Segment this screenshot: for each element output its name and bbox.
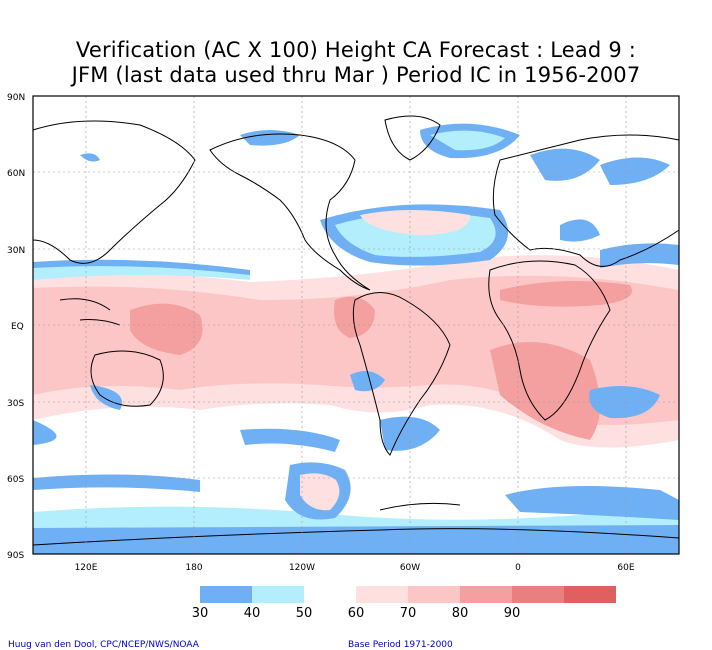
lat-label: 90N [7, 93, 25, 103]
legend-swatch [512, 586, 564, 603]
lat-label: 60S [7, 475, 24, 485]
legend-label: 80 [452, 606, 469, 620]
lon-label: 180 [185, 563, 202, 573]
lat-label: EQ [11, 322, 24, 332]
grid [33, 96, 679, 554]
lon-label: 60E [617, 563, 634, 573]
map-frame [32, 95, 680, 555]
legend-label: 70 [400, 606, 417, 620]
map-field [33, 96, 679, 554]
lon-label: 120E [75, 563, 98, 573]
author-credit: Huug van den Dool, CPC/NCEP/NWS/NOAA [8, 640, 199, 650]
map-title-line-1: Verification (AC X 100) Height CA Foreca… [75, 38, 637, 62]
legend-swatch [564, 586, 616, 603]
lon-axis: 120E 180 120W 60W 0 60E [75, 563, 635, 573]
legend-swatch [356, 586, 408, 603]
base-period-credit: Base Period 1971-2000 [348, 640, 453, 650]
lat-label: 60N [7, 169, 25, 179]
lon-label: 0 [515, 563, 521, 573]
map-title-line-2: JFM (last data used thru Mar ) Period IC… [71, 63, 641, 87]
legend-label: 50 [296, 606, 313, 620]
lat-label: 30N [7, 246, 25, 256]
legend-label: 30 [192, 606, 209, 620]
lat-label: 90S [7, 551, 24, 561]
legend-swatch [408, 586, 460, 603]
coastlines [32, 115, 680, 546]
lat-label: 30S [7, 399, 24, 409]
legend-swatch [460, 586, 512, 603]
legend-label: 40 [244, 606, 261, 620]
legend-label: 60 [348, 606, 365, 620]
color-legend: 30 40 50 60 70 80 90 [192, 586, 616, 620]
lat-axis: 90N 60N 30N EQ 30S 60S 90S [7, 93, 25, 561]
legend-swatch [200, 586, 252, 603]
lon-label: 60W [400, 563, 420, 573]
legend-swatch [252, 586, 304, 603]
legend-swatch [304, 586, 356, 603]
verification-map: 90N 60N 30N EQ 30S 60S 90S 120E 180 120W… [7, 93, 680, 620]
lon-label: 120W [289, 563, 315, 573]
legend-label: 90 [504, 606, 521, 620]
